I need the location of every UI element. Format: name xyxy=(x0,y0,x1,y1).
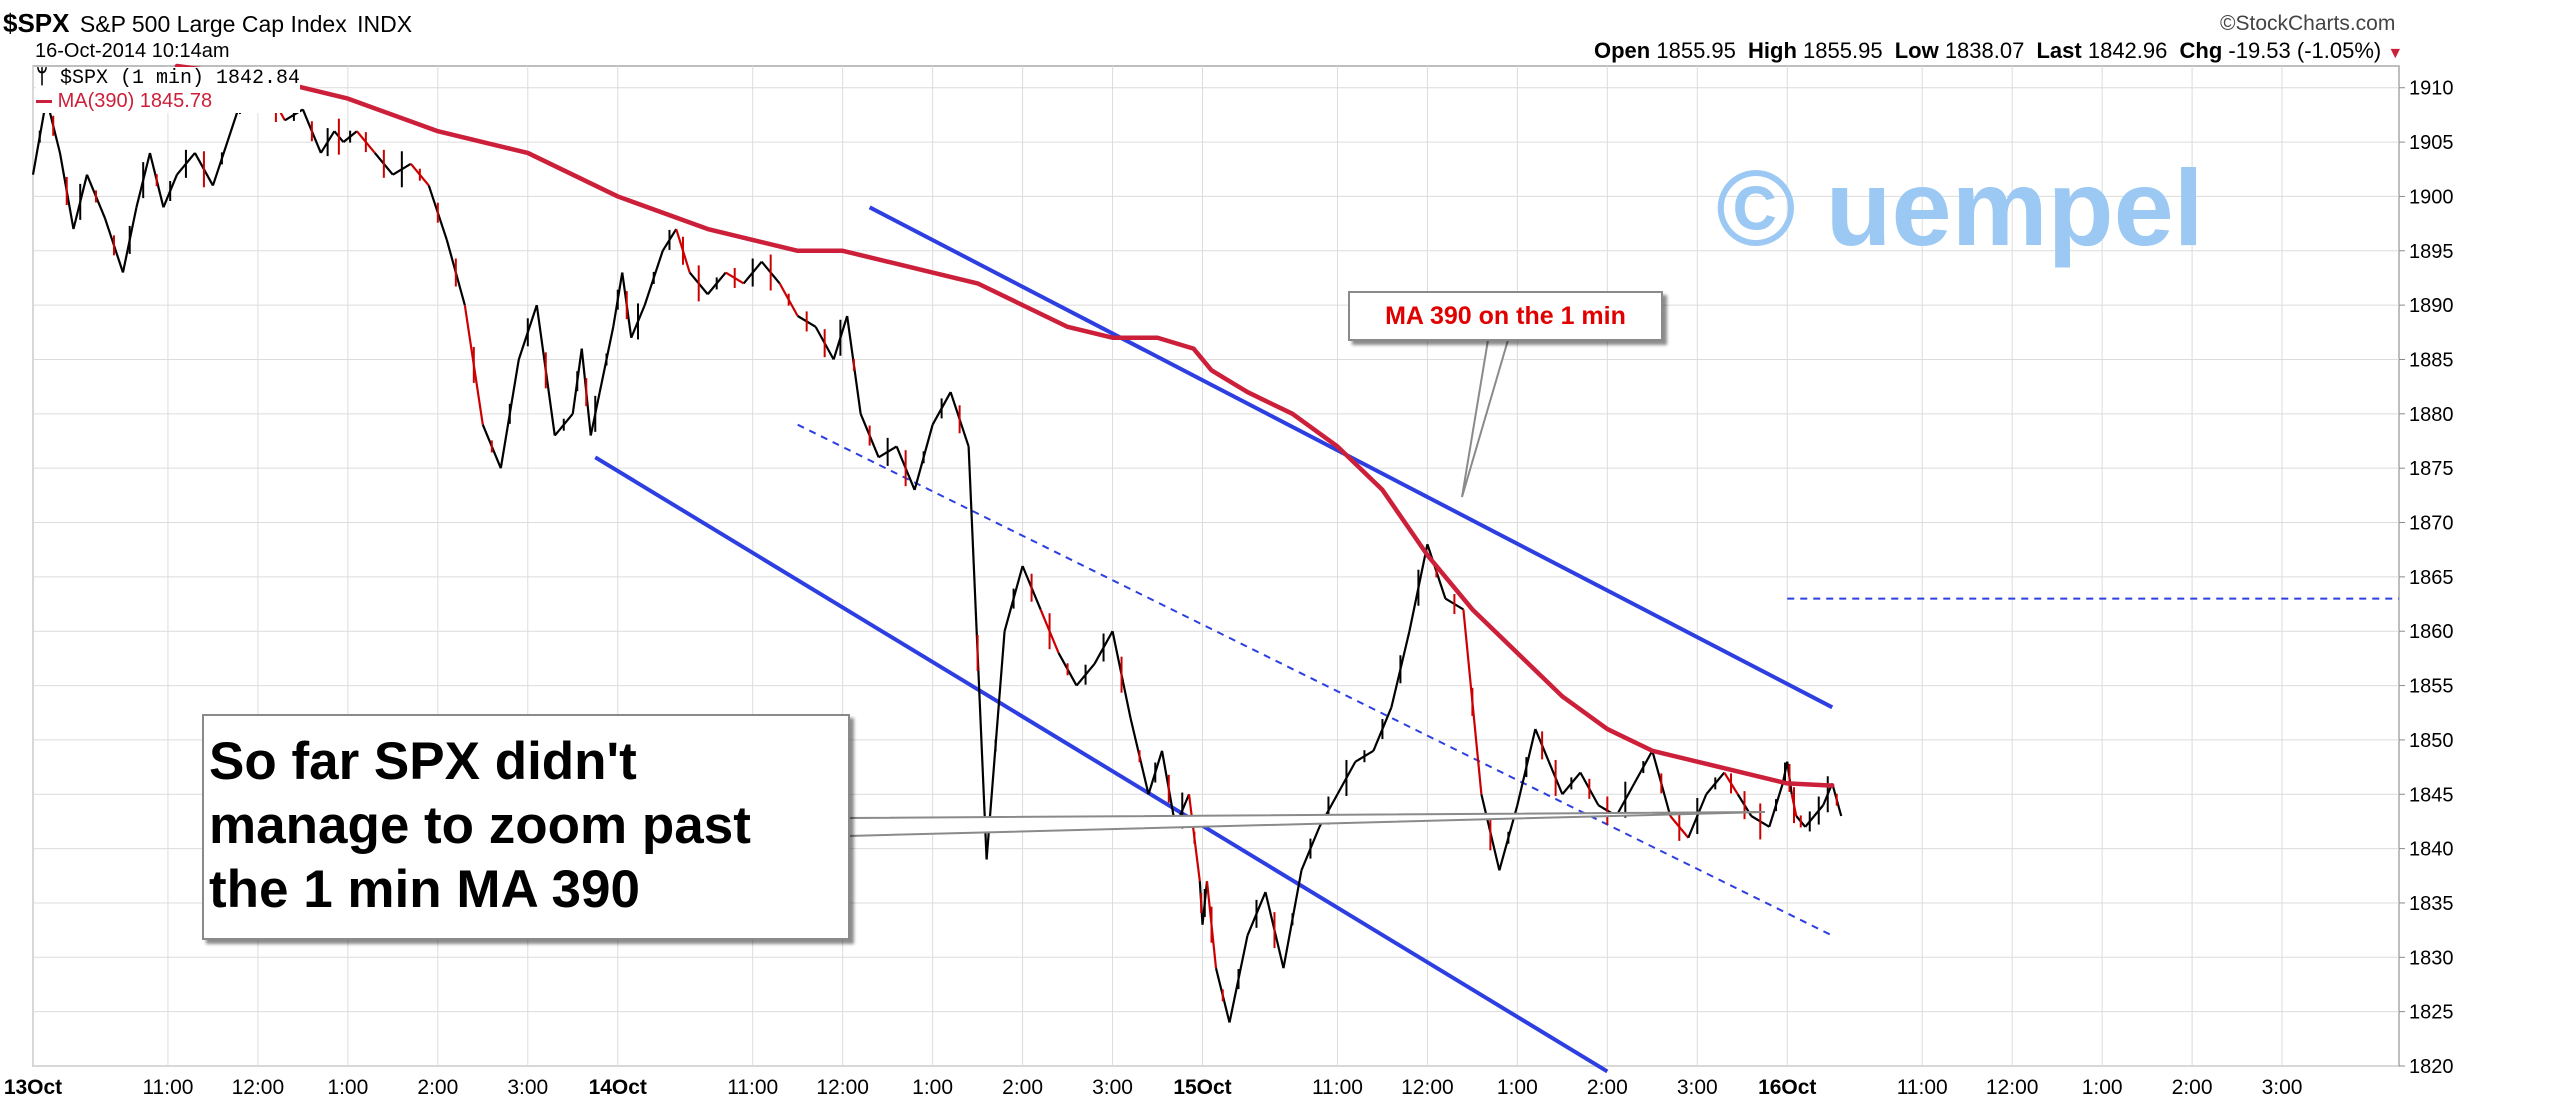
y-tick-label: 1890 xyxy=(2409,295,2454,317)
x-tick-label: 3:00 xyxy=(2262,1076,2303,1099)
series-layer xyxy=(31,63,1843,1023)
y-tick-label: 1905 xyxy=(2409,132,2454,154)
x-tick-label: 1:00 xyxy=(2082,1076,2123,1099)
y-tick-label: 1880 xyxy=(2409,404,2454,426)
x-tick-label: 15Oct xyxy=(1173,1076,1231,1099)
ma-callout: MA 390 on the 1 min xyxy=(1348,291,1663,341)
y-tick-label: 1895 xyxy=(2409,241,2454,263)
main-callout-line-2: manage to zoom past xyxy=(209,796,751,855)
index-name: S&P 500 Large Cap Index xyxy=(79,11,347,37)
main-callout-line-1: So far SPX didn't xyxy=(209,732,637,791)
x-tick-label: 1:00 xyxy=(912,1076,953,1099)
y-tick-label: 1820 xyxy=(2409,1056,2454,1078)
y-tick-label: 1835 xyxy=(2409,893,2454,915)
legend-price: ᛘ $SPX (1 min) 1842.84 xyxy=(36,67,300,90)
y-tick-label: 1860 xyxy=(2409,621,2454,643)
grid xyxy=(32,66,2399,1067)
x-tick-label: 12:00 xyxy=(1401,1076,1454,1099)
x-tick-label: 2:00 xyxy=(2172,1076,2213,1099)
y-tick-label: 1870 xyxy=(2409,513,2454,535)
watermark: © uempel xyxy=(1716,147,2204,268)
high-value: 1855.95 xyxy=(1803,38,1883,63)
high-label: High xyxy=(1748,38,1797,63)
x-tick-label: 12:00 xyxy=(232,1076,285,1099)
low-label: Low xyxy=(1894,38,1939,63)
main-callout-pointer xyxy=(847,811,1766,837)
x-tick-label: 1:00 xyxy=(1497,1076,1538,1099)
y-tick-label: 1850 xyxy=(2409,730,2454,752)
x-tick-label: 16Oct xyxy=(1758,1076,1816,1099)
x-tick-label: 11:00 xyxy=(142,1076,193,1099)
x-tick-label: 2:00 xyxy=(417,1076,458,1099)
x-tick-label: 13Oct xyxy=(4,1076,62,1099)
x-tick-label: 11:00 xyxy=(727,1076,778,1099)
y-tick-label: 1840 xyxy=(2409,839,2454,861)
y-tick-label: 1845 xyxy=(2409,784,2454,806)
candle-icon: ᛘ xyxy=(36,67,48,90)
down-triangle-icon: ▼ xyxy=(2387,45,2404,62)
ma-390-line xyxy=(174,63,1835,788)
y-tick-label: 1910 xyxy=(2409,78,2454,100)
chg-label: Chg xyxy=(2179,38,2223,63)
y-axis: 1820 1825 1830 1835 1840 1845 1850 1855 1860 1865… xyxy=(2399,78,2454,1078)
main-callout-line-3: the 1 min MA 390 xyxy=(209,860,640,919)
ma-line-icon xyxy=(36,100,52,104)
low-value: 1838.07 xyxy=(1944,38,2025,63)
ma-callout-text: MA 390 on the 1 min xyxy=(1385,302,1626,330)
ma-callout-pointer xyxy=(1461,339,1509,498)
x-tick-label: 12:00 xyxy=(816,1076,869,1099)
x-tick-label: 3:00 xyxy=(1092,1076,1133,1099)
x-tick-label: 3:00 xyxy=(1677,1076,1718,1099)
y-tick-label: 1825 xyxy=(2409,1002,2454,1024)
x-axis: 13Oct 11:00 12:00 1:00 2:00 3:00 14Oct 11:00 12:… xyxy=(4,1076,2303,1099)
x-tick-label: 11:00 xyxy=(1312,1076,1363,1099)
credit[interactable]: ©StockCharts.com xyxy=(2220,12,2396,35)
trendline xyxy=(594,455,1609,1074)
x-tick-label: 2:00 xyxy=(1002,1076,1043,1099)
x-tick-label: 12:00 xyxy=(1986,1076,2039,1099)
legend-ma-label: MA(390) 1845.78 xyxy=(57,90,213,112)
x-tick-label: 1:00 xyxy=(327,1076,368,1099)
open-label: Open xyxy=(1594,38,1651,63)
x-tick-label: 3:00 xyxy=(507,1076,548,1099)
y-tick-label: 1865 xyxy=(2409,567,2454,589)
main-callout: So far SPX didn't manage to zoom past th… xyxy=(202,714,850,940)
x-tick-label: 14Oct xyxy=(589,1076,647,1099)
chg-value: -19.53 (-1.05%) xyxy=(2228,38,2382,63)
ohlc-stats: Open 1855.95 High 1855.95 Low 1838.07 La… xyxy=(1594,38,2403,64)
symbol: $SPX xyxy=(3,8,70,38)
x-tick-label: 11:00 xyxy=(1897,1076,1948,1099)
y-tick-label: 1830 xyxy=(2409,947,2454,969)
legend-ma: MA(390) 1845.78 xyxy=(36,90,300,113)
y-tick-label: 1885 xyxy=(2409,349,2454,371)
price-series xyxy=(31,68,1843,1023)
last-label: Last xyxy=(2036,38,2082,63)
datetime: 16-Oct-2014 10:14am xyxy=(35,40,230,62)
dashed-trendline xyxy=(797,423,1833,937)
legend-price-label: $SPX (1 min) 1842.84 xyxy=(60,67,301,90)
y-tick-label: 1900 xyxy=(2409,186,2454,208)
y-tick-label: 1855 xyxy=(2409,676,2454,698)
exchange: INDX xyxy=(357,11,413,37)
last-value: 1842.96 xyxy=(2087,38,2168,63)
title-row: $SPX S&P 500 Large Cap Index INDX xyxy=(3,8,412,39)
open-value: 1855.95 xyxy=(1656,38,1736,63)
y-tick-label: 1875 xyxy=(2409,458,2454,480)
legend: ᛘ $SPX (1 min) 1842.84 MA(390) 1845.78 xyxy=(36,67,301,113)
x-tick-label: 2:00 xyxy=(1587,1076,1628,1099)
